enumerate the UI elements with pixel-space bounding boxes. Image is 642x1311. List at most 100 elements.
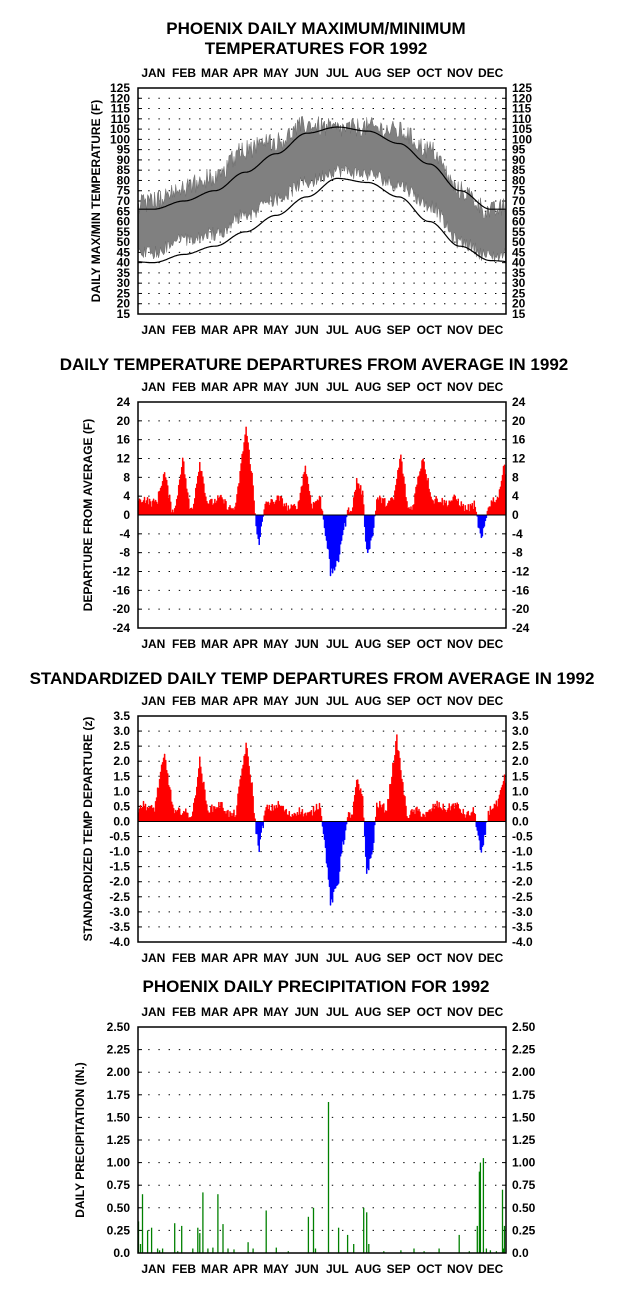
departure-left-tick-label: 20 [117, 414, 131, 428]
maxmin-right-tick-label: 20 [512, 297, 526, 311]
standardized-top-month-feb: FEB [172, 694, 196, 708]
standardized-left-tick-label: -2.0 [109, 875, 130, 889]
departure-right-tick-label: 8 [512, 470, 519, 484]
departure-right-tick-label: -24 [512, 621, 530, 635]
standardized-right-tick-labels: -4.0-3.5-3.0-2.5-2.0-1.5-1.0-0.50.00.51.… [512, 709, 533, 949]
departure-bottom-month-jun: JUN [295, 637, 319, 651]
maxmin-left-tick-label: 80 [117, 173, 131, 187]
precip-left-tick-label: 2.25 [107, 1043, 131, 1057]
standardized-ylabel: STANDARDIZED TEMP DEPARTURE (z) [81, 717, 95, 942]
departure-title: DAILY TEMPERATURE DEPARTURES FROM AVERAG… [60, 355, 569, 374]
maxmin-left-tick-label: 60 [117, 215, 131, 229]
standardized-right-tick-label: -1.0 [512, 845, 533, 859]
departure-top-month-sep: SEP [387, 380, 411, 394]
maxmin-normal-min-line [138, 177, 506, 264]
departure-top-month-oct: OCT [417, 380, 443, 394]
standardized-top-month-jul: JUL [326, 694, 349, 708]
precip-left-tick-label: 1.75 [107, 1088, 131, 1102]
maxmin-bottom-month-jun: JUN [295, 323, 319, 337]
departure-right-tick-label: 12 [512, 452, 526, 466]
precip-bars [137, 1102, 506, 1253]
maxmin-plot-frame [137, 87, 507, 315]
maxmin-right-tick-label: 70 [512, 194, 526, 208]
standardized-left-tick-label: 3.0 [113, 724, 130, 738]
maxmin-right-tick-label: 115 [512, 102, 532, 116]
precip-left-tick-labels: 0.0 0.25 0.50 0.75 1.00 1.25 1.50 1.75 2.00 2.25 2… [107, 1020, 131, 1260]
precip-left-tick-label: 2.00 [107, 1065, 131, 1079]
precip-left-tick-label: 0.25 [107, 1223, 131, 1237]
precip-top-month-jan: JAN [141, 1005, 165, 1019]
maxmin-left-tick-label: 85 [117, 163, 131, 177]
standardized-bottom-month-feb: FEB [172, 951, 196, 965]
precip-top-month-sep: SEP [387, 1005, 411, 1019]
precip-left-tick-label: 0.75 [107, 1178, 131, 1192]
precip-right-tick-label: 0.25 [512, 1223, 536, 1237]
maxmin-left-tick-label: 90 [117, 153, 131, 167]
departure-chart: DAILY TEMPERATURE DEPARTURES FROM AVERAG… [60, 355, 569, 651]
precip-chart: PHOENIX DAILY PRECIPITATION FOR 1992 JAN… [73, 977, 536, 1276]
maxmin-top-month-jul: JUL [326, 66, 349, 80]
precip-right-tick-label: 0.0 [512, 1246, 529, 1260]
standardized-top-month-oct: OCT [417, 694, 443, 708]
standardized-title: STANDARDIZED DAILY TEMP DEPARTURES FROM … [30, 669, 595, 688]
maxmin-top-month-labels: JAN FEB MAR APR MAY JUN JUL AUG SEP OCT NOV DEC [141, 66, 503, 80]
departure-bottom-month-dec: DEC [478, 637, 504, 651]
standardized-grid [138, 715, 506, 943]
standardized-positive-bars [137, 734, 507, 822]
maxmin-top-month-jan: JAN [141, 66, 165, 80]
maxmin-left-tick-label: 110 [111, 112, 131, 126]
maxmin-right-tick-label: 25 [512, 286, 526, 300]
maxmin-top-month-mar: MAR [201, 66, 229, 80]
maxmin-left-tick-label: 70 [117, 194, 131, 208]
standardized-left-tick-label: -3.0 [109, 905, 130, 919]
departure-top-month-nov: NOV [447, 380, 473, 394]
departure-negative-bars [255, 514, 488, 577]
maxmin-left-tick-label: 40 [117, 256, 131, 270]
precip-left-tick-label: 2.50 [107, 1020, 131, 1034]
standardized-top-month-mar: MAR [201, 694, 229, 708]
maxmin-bottom-month-jan: JAN [141, 323, 165, 337]
precip-top-month-may: MAY [263, 1005, 289, 1019]
maxmin-bottom-month-sep: SEP [387, 323, 411, 337]
maxmin-right-tick-label: 110 [512, 112, 532, 126]
departure-left-tick-label: -12 [113, 565, 131, 579]
maxmin-right-tick-label: 125 [512, 81, 532, 95]
departure-plot-frame [137, 401, 507, 629]
precip-bottom-month-sep: SEP [387, 1262, 411, 1276]
precip-right-tick-label: 2.00 [512, 1065, 536, 1079]
departure-bottom-month-apr: APR [233, 637, 259, 651]
standardized-left-tick-label: -0.5 [109, 830, 130, 844]
precip-right-tick-label: 1.00 [512, 1156, 536, 1170]
maxmin-top-month-feb: FEB [172, 66, 196, 80]
maxmin-right-tick-label: 40 [512, 256, 526, 270]
precip-ylabel: DAILY PRECIPITATION (IN.) [73, 1062, 87, 1218]
maxmin-bottom-month-may: MAY [263, 323, 289, 337]
maxmin-bottom-month-feb: FEB [172, 323, 196, 337]
maxmin-top-month-sep: SEP [387, 66, 411, 80]
departure-left-tick-label: 8 [123, 470, 130, 484]
precip-bottom-month-labels: JAN FEB MAR APR MAY JUN JUL AUG SEP OCT NOV DEC [141, 1262, 503, 1276]
departure-bottom-month-feb: FEB [172, 637, 196, 651]
maxmin-right-tick-label: 120 [512, 91, 532, 105]
maxmin-chart: PHOENIX DAILY MAXIMUM/MINIMUM TEMPERATUR… [89, 19, 532, 337]
standardized-left-tick-label: -2.5 [109, 890, 130, 904]
precip-top-month-nov: NOV [447, 1005, 473, 1019]
standardized-right-tick-label: 3.5 [512, 709, 529, 723]
departure-bottom-month-sep: SEP [387, 637, 411, 651]
maxmin-right-tick-label: 95 [512, 143, 526, 157]
standardized-top-month-sep: SEP [387, 694, 411, 708]
standardized-bottom-month-jul: JUL [326, 951, 349, 965]
standardized-right-tick-label: 1.5 [512, 769, 529, 783]
standardized-right-tick-label: -4.0 [512, 935, 533, 949]
precip-title: PHOENIX DAILY PRECIPITATION FOR 1992 [142, 977, 489, 996]
departure-bottom-month-may: MAY [263, 637, 289, 651]
maxmin-title-line-2: TEMPERATURES FOR 1992 [205, 39, 428, 58]
standardized-bottom-month-jan: JAN [141, 951, 165, 965]
maxmin-ylabel: DAILY MAX/MIN TEMPERATURE (F) [89, 100, 103, 302]
precip-right-tick-label: 0.75 [512, 1178, 536, 1192]
maxmin-left-tick-label: 30 [117, 276, 131, 290]
departure-left-tick-label: -24 [113, 621, 131, 635]
precip-top-month-labels: JAN FEB MAR APR MAY JUN JUL AUG SEP OCT NOV DEC [141, 1005, 503, 1019]
standardized-negative-bars [255, 821, 488, 906]
